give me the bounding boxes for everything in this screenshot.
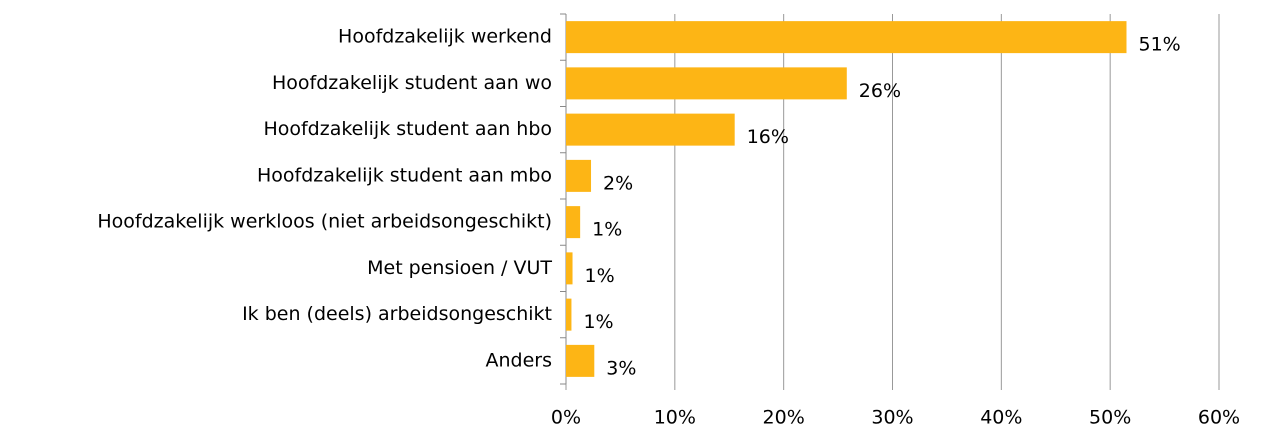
data-label: 3% — [606, 357, 636, 379]
y-tick-label: Hoofdzakelijk werkend — [338, 26, 552, 48]
y-tick-label: Hoofdzakelijk werkloos (niet arbeidsonge… — [97, 211, 552, 233]
bar — [566, 67, 847, 100]
bar — [566, 298, 572, 331]
bar — [566, 252, 573, 285]
y-tick-label: Hoofdzakelijk student aan mbo — [257, 164, 552, 186]
x-tick-label: 50% — [1089, 407, 1131, 429]
data-label: 1% — [585, 265, 615, 287]
y-tick-label: Hoofdzakelijk student aan hbo — [263, 118, 552, 140]
bar — [566, 206, 581, 239]
y-tick-label: Anders — [486, 349, 553, 371]
bar — [566, 159, 592, 192]
y-tick-label: Ik ben (deels) arbeidsongeschikt — [242, 303, 552, 325]
x-tick-label: 20% — [763, 407, 805, 429]
x-tick-label: 0% — [551, 407, 581, 429]
bar — [566, 21, 1127, 54]
x-tick-label: 60% — [1198, 407, 1240, 429]
data-label: 2% — [603, 172, 633, 194]
data-label: 51% — [1138, 34, 1180, 56]
x-tick-label: 40% — [980, 407, 1022, 429]
data-label: 1% — [583, 311, 613, 333]
data-label: 26% — [859, 80, 901, 102]
y-tick-label: Met pensioen / VUT — [367, 257, 552, 279]
bar — [566, 113, 735, 146]
data-label: 1% — [592, 219, 622, 241]
bar — [566, 344, 595, 377]
x-tick-label: 30% — [871, 407, 913, 429]
data-label: 16% — [747, 126, 789, 148]
y-tick-label: Hoofdzakelijk student aan wo — [272, 72, 552, 94]
x-tick-label: 10% — [654, 407, 696, 429]
